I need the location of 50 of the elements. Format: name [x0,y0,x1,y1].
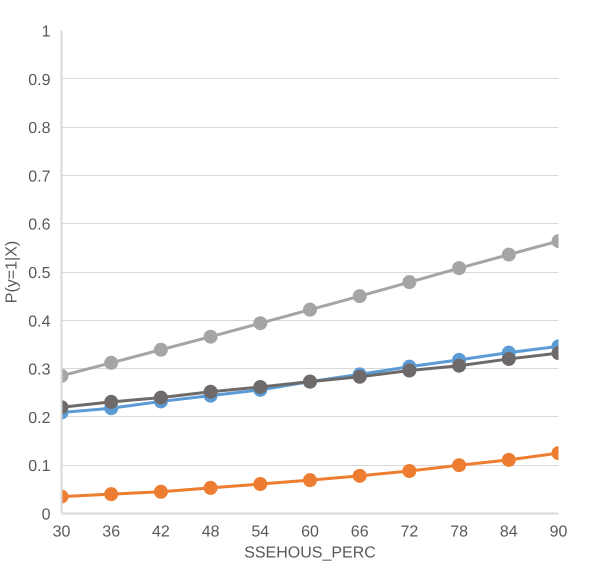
point [452,458,466,472]
point [303,302,317,317]
point [154,342,168,357]
y-tick-label: 0.8 [28,120,51,138]
point [402,364,416,378]
y-tick-label: 0.4 [28,313,51,330]
point [502,352,516,366]
point [204,480,218,495]
y-tick-label: 0.5 [28,265,51,282]
point [352,468,367,483]
x-tick-label: 90 [550,524,568,540]
point [154,390,168,405]
y-tick-label: 1 [42,24,51,40]
y-tick-label: 0.6 [28,216,51,234]
x-tick-label: 84 [500,524,518,540]
y-tick-label: 0.7 [28,168,51,186]
point [452,261,466,276]
x-tick-label: 54 [251,524,270,540]
point [253,477,268,492]
point [104,487,118,502]
point [452,358,466,373]
y-tick-label: 0.2 [28,410,51,427]
x-tick-label: 66 [350,524,369,540]
point [303,473,317,488]
point [253,380,268,394]
x-tick-label: 60 [301,524,319,540]
point [502,452,516,467]
point [352,289,367,304]
x-tick-label: 30 [52,524,70,540]
x-tick-label: 72 [400,524,418,540]
x-tick-label: 48 [202,524,220,540]
point [104,356,118,370]
x-tick-label: 78 [450,524,468,540]
y-tick-label: 0.1 [28,458,51,476]
point [402,464,416,478]
point [502,248,516,262]
point [104,394,118,409]
x-axis-title: SSEHOUS_PERC [244,544,376,562]
y-tick-label: 0 [42,506,51,524]
y-tick-label: 0.9 [28,72,51,89]
x-tick-label: 36 [102,524,120,540]
point [352,370,367,384]
point [154,484,168,499]
point [253,316,268,330]
point [402,275,416,290]
y-tick-label: 0.3 [28,362,51,379]
x-tick-label: 42 [152,524,170,540]
y-axis-title: P(y=1|X) [3,240,20,304]
point [204,330,218,344]
point [204,384,218,399]
